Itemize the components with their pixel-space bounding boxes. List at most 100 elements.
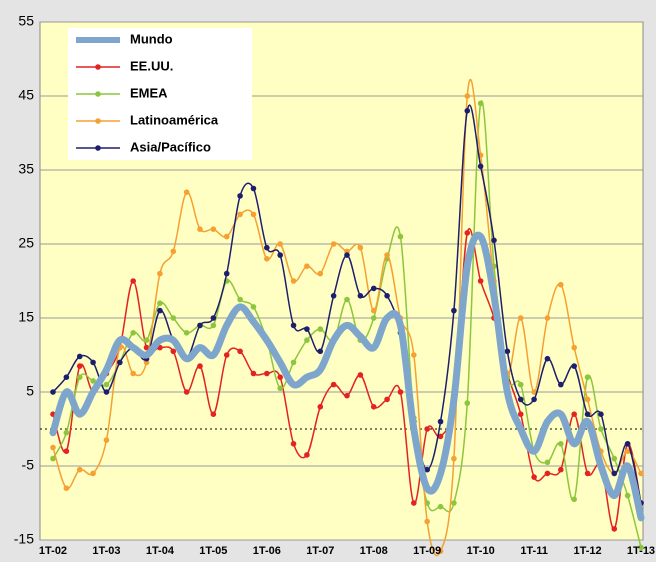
point — [584, 411, 591, 418]
y-tick-label: 45 — [18, 87, 34, 103]
x-tick-label: 1T-03 — [92, 545, 120, 557]
lines — [49, 78, 645, 557]
point — [531, 396, 537, 403]
point — [437, 548, 444, 554]
point — [584, 374, 591, 381]
legend-marker — [95, 145, 101, 151]
point — [437, 503, 444, 510]
point — [531, 389, 537, 395]
legend-marker — [95, 64, 101, 70]
point — [76, 353, 83, 360]
point — [437, 433, 444, 440]
point — [517, 396, 524, 403]
point — [157, 307, 163, 314]
point — [357, 244, 364, 251]
point — [63, 485, 70, 492]
legend-label: Mundo — [130, 31, 173, 46]
point — [90, 378, 96, 384]
point — [197, 226, 203, 232]
point — [317, 270, 324, 277]
point — [558, 281, 564, 288]
point — [598, 426, 604, 432]
point — [197, 363, 203, 369]
point — [451, 307, 457, 314]
y-tick-label: 15 — [18, 309, 34, 325]
series-line — [49, 231, 645, 522]
point — [76, 363, 83, 369]
point — [103, 437, 110, 443]
point — [598, 411, 604, 418]
x-tick-label: 1T-07 — [306, 545, 334, 557]
point — [264, 255, 270, 262]
point — [170, 348, 177, 355]
point — [237, 348, 243, 355]
point — [250, 211, 257, 218]
point — [517, 315, 524, 321]
point — [103, 389, 110, 395]
point — [384, 396, 390, 403]
point — [370, 307, 377, 314]
point — [424, 518, 430, 525]
point — [290, 441, 297, 447]
point — [277, 241, 283, 247]
point — [411, 352, 417, 358]
point — [397, 389, 404, 395]
point — [384, 293, 390, 299]
legend-marker — [95, 91, 101, 97]
point — [183, 330, 190, 336]
point — [50, 444, 56, 451]
point — [143, 337, 150, 344]
point — [63, 429, 70, 436]
point — [50, 389, 56, 395]
point — [223, 233, 230, 240]
point — [103, 381, 110, 388]
point — [558, 466, 564, 473]
point — [424, 466, 430, 473]
point — [451, 500, 457, 506]
point — [370, 315, 377, 321]
point — [130, 330, 136, 336]
point — [277, 252, 283, 258]
point — [384, 252, 390, 258]
point — [571, 411, 577, 418]
point — [183, 389, 190, 395]
point — [451, 455, 457, 462]
point — [638, 470, 644, 477]
point — [210, 226, 217, 232]
point — [344, 296, 350, 303]
point — [517, 411, 524, 418]
point — [370, 404, 377, 410]
y-tick-label: 5 — [26, 383, 34, 399]
point — [76, 374, 83, 381]
point — [424, 426, 430, 432]
point — [330, 381, 337, 388]
point — [370, 285, 377, 292]
y-tick-label: 25 — [18, 235, 34, 251]
point — [464, 93, 471, 99]
legend-label: Asia/Pacífico — [130, 139, 211, 154]
point — [531, 474, 537, 480]
y-tick-label: -5 — [22, 457, 35, 473]
point — [304, 263, 310, 270]
point — [157, 300, 163, 307]
point — [357, 372, 364, 378]
legend-items: Mundo EE.UU. EMEA Latinoamérica Asia/Pacífic… — [76, 31, 219, 154]
point — [544, 355, 551, 362]
point — [130, 278, 136, 284]
point — [237, 211, 243, 218]
x-tick-label: 1T-13 — [627, 545, 655, 557]
point — [411, 500, 417, 506]
point — [558, 381, 564, 388]
point — [357, 293, 364, 299]
point — [571, 344, 577, 351]
point — [464, 230, 471, 236]
point — [317, 326, 324, 332]
x-tick-label: 1T-06 — [253, 545, 281, 557]
point — [504, 348, 511, 355]
point — [90, 470, 96, 477]
point — [290, 322, 297, 329]
x-tick-label: 1T-10 — [467, 545, 495, 557]
point — [170, 248, 177, 255]
point — [611, 526, 618, 532]
